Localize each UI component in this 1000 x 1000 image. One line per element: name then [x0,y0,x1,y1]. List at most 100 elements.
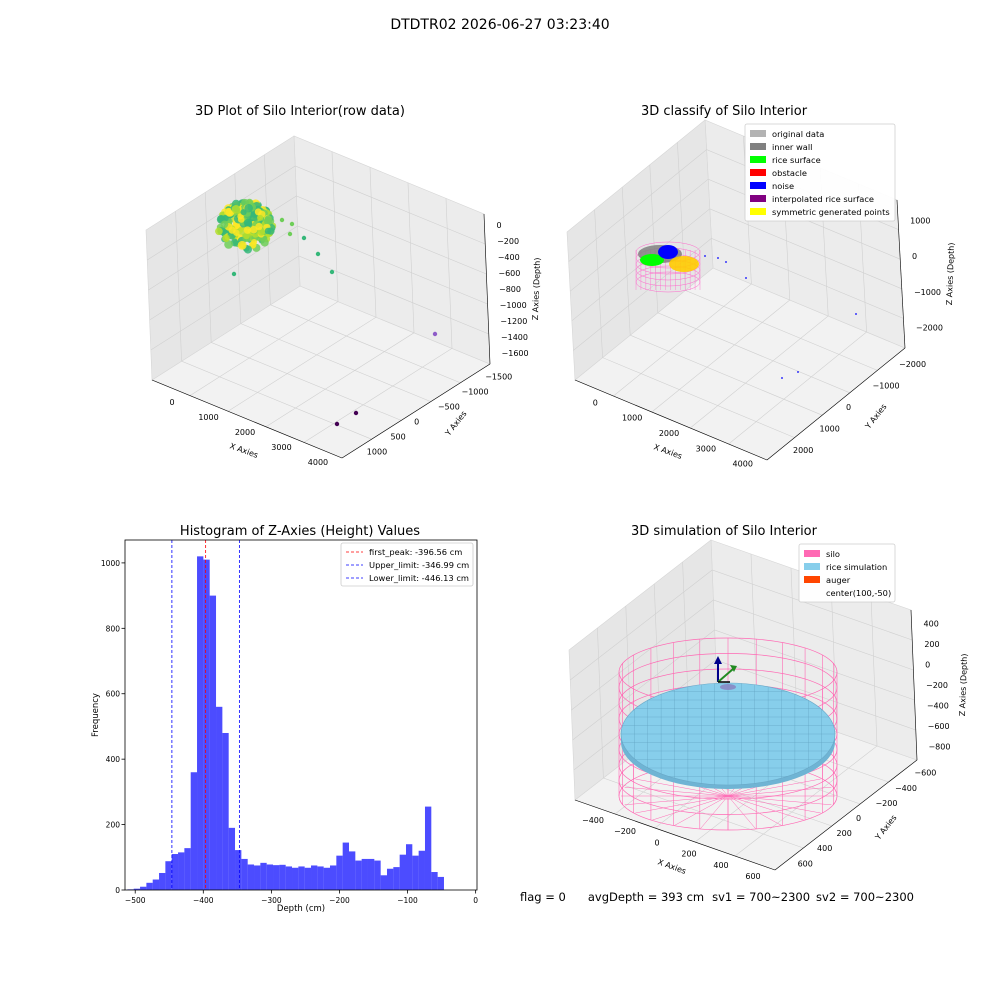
panel3-bar [368,858,375,890]
panel2-y-tick-label: 0 [846,403,851,412]
panel1-grid-z [147,165,486,261]
panel2-legend-swatch [750,208,766,215]
panel2-legend-swatch [750,195,766,202]
panel4-title: 3D simulation of Silo Interior [631,524,817,539]
panel3-bar [190,772,198,890]
panel3-bar [216,706,223,890]
panel4-silo-floor [652,795,729,821]
panel2-points [635,241,857,379]
panel3-bar [285,866,293,890]
panel4-silo-floor [727,778,821,797]
panel2-grid-z [570,178,901,292]
panel1-y-tick-label: −1000 [462,387,489,396]
panel1-point [237,213,244,220]
panel2-x-tick-label: 4000 [733,460,753,469]
panel1-grid-z [150,255,489,351]
panel4-auger-base [720,684,736,690]
panel3-bar [311,865,318,890]
panel4-z-tick-label: −400 [927,702,949,711]
panel4-y-tick-label: −400 [895,784,917,793]
panel2-z-tick-label: 0 [912,252,917,261]
panel2-grid-z [571,208,902,322]
panel4-z-tick-label: 400 [924,619,939,628]
panel4-grid-y [597,627,804,849]
panel1-z-tick-label: −1200 [500,317,527,326]
panel3-bar [349,851,356,890]
panel2-legend-label: original data [772,129,824,139]
panel3-bar [298,866,305,890]
panel3-x-tick-label: −200 [329,896,350,905]
panel3-bar [317,866,324,890]
panel2-x-axis-title: X Axies [652,442,683,461]
panel3-x-tick-label: −500 [125,896,146,905]
panel2-y-tick-label: 1000 [820,425,840,434]
panel3-bar [241,858,248,890]
panel3-title: Histogram of Z-Axies (Height) Values [179,524,421,539]
panel1-y-tick-label: 0 [414,418,419,427]
panel4-silo-floor [727,786,832,797]
panel1-x-tick-label: 4000 [308,458,328,467]
panel4-y-tick-label: 600 [798,859,813,868]
panel2-legend-label: rice surface [772,155,821,165]
panel3-bar [254,865,261,890]
panel3-bar [266,864,274,890]
panel3-plot: −500 −400 −300 −200 −100 0 0 200 400 600 800 1000 De… [91,539,478,914]
panel4-legend-label: rice simulation [826,562,887,572]
panel4-z-tick-label: −600 [928,722,950,731]
panel4-z-tick-label: −200 [926,681,948,690]
panel3-bar [418,850,425,890]
panel2-legend-swatch [750,182,766,189]
panel2-grid-z [573,238,904,351]
panel3-bar [197,556,204,890]
panel3-y-tick-label: 0 [115,886,120,895]
panel1-z-tick-label: −200 [497,237,519,246]
panel1-grid-x [189,151,339,396]
panel4-y-tick-label: 400 [817,844,832,853]
panel2-legend-label: inner wall [772,142,812,152]
panel1-y-tick-label: −500 [438,402,460,411]
panel3-bar [171,854,179,890]
panel1-point [432,331,438,337]
panel2-legend-label: symmetric generated points [772,207,890,217]
panel2-grid-y [594,209,795,438]
panel2-legend-label: noise [772,181,794,191]
panel1-z-axis-title: Z Axies (Depth) [531,257,542,320]
panel4-x-axis-line [574,799,776,871]
panel2-x-tick-label: 3000 [696,444,716,453]
panel3-bar [393,867,400,890]
panel4-y-tick-label: 0 [856,814,861,823]
panel2-title: 3D classify of Silo Interior [640,104,808,119]
panel4-axis-y-head [730,665,737,672]
panel2-grid-x [728,183,867,445]
panel2-legend-swatch [750,156,766,163]
panel4-axis-y [717,668,734,683]
panel3-bar [399,854,406,890]
panel3-bar [336,855,343,890]
panel2-x-axis-line [574,379,768,461]
panel2-noise-point [704,255,706,257]
panel3-bar [178,852,185,890]
panel3-bar [152,879,160,890]
panel2-legend-frame [744,123,896,222]
panel3-x-tick-label: 0 [473,896,478,905]
panel4-legend-frame [798,543,896,603]
panel2-noise-point [781,377,783,379]
panel1-grid-x [265,182,415,428]
panel3-bar [133,888,141,890]
panel3-bar [165,861,172,890]
panel1-x-tick-label: 3000 [271,443,291,452]
panel1-point [257,214,264,221]
panel1-point [215,227,223,236]
panel4-rice [620,682,836,789]
panel3-bar [380,875,387,890]
panel1-grid-y [175,211,372,440]
panel2-noise-point [717,257,719,259]
panel4-silo-floor [635,778,729,797]
panel1-point [262,235,268,241]
panel1-plot: 0100020003000400010005000−500−1000−15000… [145,135,542,467]
panel4-legend-swatch [804,576,820,583]
panel1-point [244,203,253,213]
panel1-grid-x [227,167,377,412]
panel1-point [264,215,273,223]
panel4-x-tick-label: 600 [745,872,760,881]
